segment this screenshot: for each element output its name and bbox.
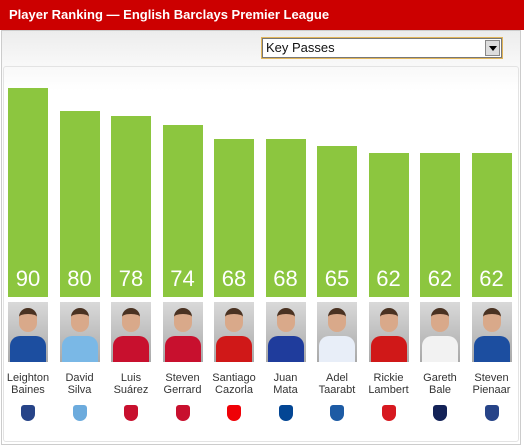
value-label: 62 [376, 266, 401, 291]
team-badge [21, 405, 35, 421]
photo-head [482, 308, 501, 332]
photo-head [122, 308, 140, 332]
player-name: Juan Mata [273, 372, 298, 396]
value-label: 65 [324, 266, 350, 291]
player-photo [59, 302, 100, 362]
bar [471, 153, 512, 297]
bar [317, 146, 357, 297]
player-name: Steven Gerrard [163, 372, 202, 396]
bar [111, 116, 151, 297]
photo-shirt [473, 336, 510, 362]
team-badge [484, 405, 499, 421]
team-badge [72, 405, 87, 421]
photo-head [328, 308, 346, 332]
photo-shirt [164, 336, 201, 362]
photo-head [173, 308, 192, 332]
chart-area [3, 66, 519, 442]
player-photo [8, 302, 48, 362]
player-name: Steven Pienaar [472, 372, 511, 396]
header-title: Player Ranking — English Barclays Premie… [0, 0, 524, 30]
photo-shirt [113, 336, 149, 362]
photo-head [431, 308, 449, 332]
value-label: 62 [479, 266, 504, 291]
value-label: 78 [118, 266, 144, 291]
value-label: 80 [67, 266, 92, 291]
team-badge [381, 405, 396, 421]
photo-head [379, 308, 398, 332]
value-label: 68 [273, 266, 298, 291]
bar [162, 125, 203, 297]
player-photo [420, 302, 460, 362]
player-name: Rickie Lambert [368, 372, 409, 396]
player-photo [317, 302, 357, 362]
value-label: 68 [221, 266, 247, 291]
photo-shirt [61, 336, 98, 362]
player-name: Gareth Bale [423, 372, 457, 396]
team-badge [278, 405, 293, 421]
value-label: 74 [170, 266, 195, 291]
photo-shirt [422, 336, 458, 362]
player-photo [111, 302, 151, 362]
photo-shirt [216, 336, 252, 362]
bar [368, 153, 409, 297]
photo-head [70, 308, 89, 332]
photo-head [19, 308, 37, 332]
player-photo [162, 302, 203, 362]
photo-head [225, 308, 243, 332]
dropdown-arrow[interactable] [485, 40, 500, 56]
player-name: Santiago Cazorla [212, 372, 256, 396]
bar [8, 88, 48, 297]
bar [265, 139, 306, 297]
photo-shirt [370, 336, 407, 362]
player-photo [471, 302, 512, 362]
photo-shirt [267, 336, 304, 362]
team-badge [330, 405, 344, 421]
player-name: Luis Suárez [113, 372, 149, 396]
value-label: 90 [15, 266, 41, 291]
team-badge [227, 405, 241, 421]
photo-head [276, 308, 295, 332]
team-badge [433, 405, 447, 421]
bar [420, 153, 460, 297]
bar [59, 111, 100, 297]
player-photo [265, 302, 306, 362]
value-label: 62 [427, 266, 453, 291]
player-photo [214, 302, 254, 362]
team-badge [175, 405, 190, 421]
photo-shirt [319, 336, 355, 362]
dropdown-value: Key Passes [266, 40, 335, 55]
player-name: Adel Taarabt [318, 372, 356, 396]
player-photo [368, 302, 409, 362]
bar [214, 139, 254, 297]
photo-shirt [10, 336, 46, 362]
metric-dropdown[interactable]: Key Passes [262, 38, 502, 58]
team-badge [124, 405, 138, 421]
player-name: David Silva [65, 372, 94, 396]
player-name: Leighton Baines [6, 372, 50, 396]
